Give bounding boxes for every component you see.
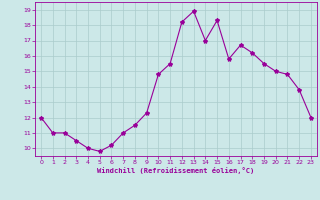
X-axis label: Windchill (Refroidissement éolien,°C): Windchill (Refroidissement éolien,°C) (97, 167, 255, 174)
